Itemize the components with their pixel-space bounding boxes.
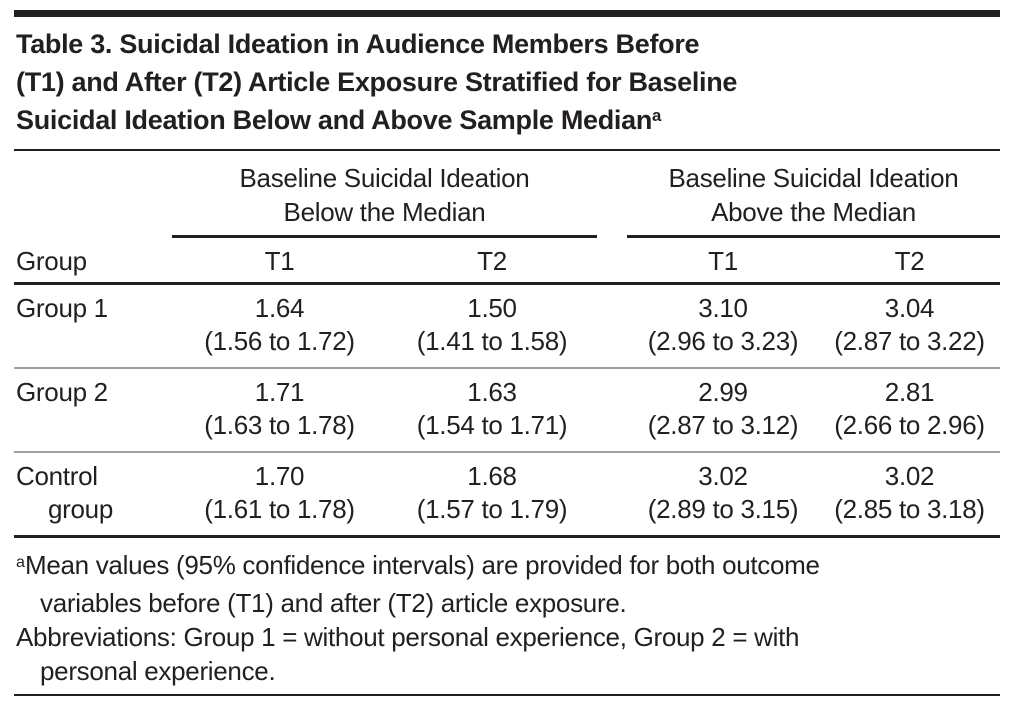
abbreviations-line-1: Abbreviations: Group 1 = without persona… [16,622,800,652]
spanner-above-median: Baseline Suicidal Ideation Above the Med… [627,161,1000,238]
cell-t1-below: 1.64 (1.56 to 1.72) [172,292,387,358]
spanner-below-median: Baseline Suicidal Ideation Below the Med… [172,161,597,238]
cell-ci: (2.87 to 3.22) [834,326,985,356]
group-name-line-1: Group 2 [16,377,108,407]
cell-ci: (2.89 to 3.15) [647,494,799,524]
cell-ci: (2.85 to 3.18) [834,494,985,524]
cell-mean: 1.64 [254,293,305,323]
spanner-above-line-2: Above the Median [711,197,916,227]
cell-ci: (1.56 to 1.72) [204,326,355,356]
rule-below-title [14,149,1000,151]
footnote-marker: a [16,552,25,571]
footnote-a-line-2: variables before (T1) and after (T2) art… [40,588,627,618]
title-line-2: (T1) and After (T2) Article Exposure Str… [16,67,738,97]
column-spanner-row: Baseline Suicidal Ideation Below the Med… [14,151,1000,238]
cell-ci: (2.66 to 2.96) [834,410,985,440]
header-t1-above: T1 [708,246,738,276]
cell-mean: 2.99 [698,377,748,407]
row-divider [14,451,1000,453]
group-name-line-1: Group 1 [16,293,108,323]
cell-mean: 1.63 [467,377,517,407]
cell-t2-above: 2.81 (2.66 to 2.96) [819,376,1000,442]
table-bottom-rule [14,694,1000,696]
rule-below-header [14,282,1000,285]
column-header-row: Group T1 T2 T1 T2 [14,238,1000,282]
cell-mean: 1.71 [254,377,305,407]
table-row-control-group: Control group 1.70 (1.61 to 1.78) 1.68 (… [14,453,1000,535]
row-group-label: Group 2 [14,376,172,442]
title-line-3: Suicidal Ideation Below and Above Sample… [16,101,1000,143]
group-name-line-2: group [48,494,113,524]
table-footnotes: aMean values (95% confidence intervals) … [16,548,1000,688]
header-t2-above: T2 [894,246,925,276]
title-line-1: Table 3. Suicidal Ideation in Audience M… [16,29,700,59]
spanner-above-line-1: Baseline Suicidal Ideation [668,163,959,193]
cell-ci: (1.57 to 1.79) [416,494,568,524]
spanner-stub-spacer [14,161,172,238]
spanner-below-line-2: Below the Median [283,197,486,227]
title-line-3-text: Suicidal Ideation Below and Above Sample… [16,105,653,135]
cell-ci: (1.41 to 1.58) [416,326,568,356]
cell-mean: 1.68 [467,461,517,491]
cell-mean: 3.04 [884,293,935,323]
cell-ci: (1.63 to 1.78) [204,410,355,440]
cell-ci: (2.96 to 3.23) [647,326,799,356]
cell-mean: 2.81 [884,377,935,407]
row-divider [14,367,1000,369]
footnote-a: aMean values (95% confidence intervals) … [16,548,1000,620]
group-name-line-1: Control [16,461,98,491]
row-group-label: Control group [14,460,172,526]
cell-gap [597,460,627,526]
table-title: Table 3. Suicidal Ideation in Audience M… [16,25,1000,143]
header-group: Group [16,246,87,276]
cell-mean: 3.02 [698,461,748,491]
cell-ci: (1.54 to 1.71) [416,410,568,440]
cell-t1-below: 1.71 (1.63 to 1.78) [172,376,387,442]
footnote-a-text: Mean values (95% confidence intervals) a… [24,550,820,580]
cell-t2-below: 1.63 (1.54 to 1.71) [387,376,597,442]
cell-t1-above: 3.02 (2.89 to 3.15) [627,460,819,526]
cell-mean: 1.70 [254,461,305,491]
header-t1-below: T1 [264,246,295,276]
cell-t1-below: 1.70 (1.61 to 1.78) [172,460,387,526]
cell-t2-below: 1.50 (1.41 to 1.58) [387,292,597,358]
cell-mean: 3.10 [698,293,748,323]
footnote-abbreviations: Abbreviations: Group 1 = without persona… [16,620,1000,688]
cell-t2-below: 1.68 (1.57 to 1.79) [387,460,597,526]
header-t2-below: T2 [477,246,507,276]
spanner-below-line-1: Baseline Suicidal Ideation [239,163,530,193]
table-row-group-2: Group 2 1.71 (1.63 to 1.78) 1.63 (1.54 t… [14,369,1000,451]
table-top-rule [14,10,1000,17]
abbreviations-line-2: personal experience. [40,656,276,686]
cell-gap [597,376,627,442]
cell-ci: (2.87 to 3.12) [647,410,799,440]
cell-ci: (1.61 to 1.78) [204,494,355,524]
cell-mean: 3.02 [884,461,935,491]
cell-gap [597,292,627,358]
table-row-group-1: Group 1 1.64 (1.56 to 1.72) 1.50 (1.41 t… [14,285,1000,367]
cell-mean: 1.50 [467,293,517,323]
cell-t2-above: 3.04 (2.87 to 3.22) [819,292,1000,358]
row-group-label: Group 1 [14,292,172,358]
cell-t1-above: 3.10 (2.96 to 3.23) [627,292,819,358]
cell-t2-above: 3.02 (2.85 to 3.18) [819,460,1000,526]
footnote-a-line-1: aMean values (95% confidence intervals) … [16,548,1000,586]
cell-t1-above: 2.99 (2.87 to 3.12) [627,376,819,442]
title-footnote-marker: a [652,106,662,126]
rule-below-body [14,535,1000,538]
